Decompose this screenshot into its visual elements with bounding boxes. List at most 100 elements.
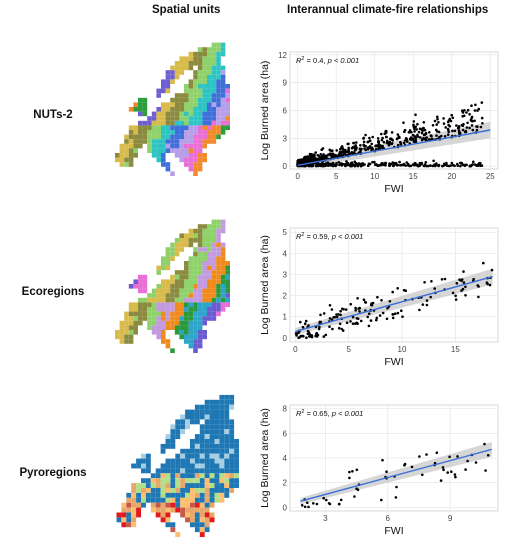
data-point (455, 282, 459, 285)
data-point (418, 136, 422, 139)
data-point (416, 123, 419, 126)
data-point (403, 464, 406, 467)
data-point (424, 138, 428, 142)
data-point (461, 109, 464, 112)
data-point (375, 316, 379, 320)
data-point (457, 129, 461, 132)
data-point (342, 152, 345, 156)
data-point (460, 162, 463, 165)
y-tick-label: 9 (283, 79, 288, 88)
x-axis-label: FWI (384, 525, 403, 537)
data-point (381, 311, 385, 315)
data-point (418, 308, 421, 312)
row-label-pyroregions: Pyroregions (19, 467, 87, 479)
data-point (336, 155, 339, 158)
data-point (390, 131, 394, 134)
data-point (453, 129, 457, 133)
data-point (358, 147, 362, 150)
y-tick-label: 0 (283, 334, 288, 343)
data-point (356, 317, 360, 321)
data-point (351, 146, 354, 149)
data-point (403, 130, 406, 133)
data-point (392, 163, 396, 167)
y-axis-label: Log Burned area (ha) (259, 235, 271, 335)
data-point (464, 130, 468, 134)
y-tick-label: 4 (283, 454, 288, 463)
data-point (461, 163, 465, 167)
data-point (345, 160, 348, 163)
data-point (395, 164, 399, 167)
data-point (328, 304, 332, 307)
x-tick-label: 25 (486, 172, 495, 181)
data-point (299, 320, 302, 324)
data-point (303, 160, 306, 163)
data-point (461, 115, 465, 118)
data-point (408, 129, 412, 132)
data-point (412, 120, 416, 123)
x-axis-label: FWI (384, 356, 403, 368)
data-point (316, 333, 320, 337)
data-point (313, 156, 316, 159)
data-point (448, 455, 451, 459)
data-point (395, 137, 399, 140)
fit-line (300, 448, 492, 502)
data-point (477, 285, 480, 288)
data-point (423, 133, 427, 136)
data-point (463, 164, 467, 168)
x-tick-label: 3 (323, 514, 328, 523)
data-point (410, 130, 413, 134)
data-point (476, 125, 479, 128)
data-point (385, 470, 388, 474)
data-point (396, 287, 400, 290)
data-point (339, 309, 342, 313)
data-point (421, 303, 425, 306)
data-point (374, 163, 377, 166)
data-point (360, 163, 364, 167)
data-point (474, 461, 478, 464)
data-point (351, 470, 354, 473)
data-point (443, 277, 447, 281)
y-tick-label: 2 (283, 479, 288, 488)
data-point (382, 163, 385, 167)
data-point (298, 335, 302, 339)
data-point (415, 128, 419, 131)
data-point (351, 322, 355, 326)
data-point (472, 160, 475, 164)
data-point (347, 146, 351, 150)
data-point (454, 294, 457, 298)
data-point (370, 302, 373, 305)
data-point (470, 163, 474, 167)
europe-map-ecoregions (115, 219, 230, 353)
data-point (463, 109, 466, 112)
data-point (435, 123, 439, 126)
data-point (396, 133, 400, 136)
data-point (394, 496, 398, 499)
data-point (470, 104, 473, 107)
data-point (466, 121, 469, 125)
row-label-nuts2: NUTs-2 (33, 109, 73, 121)
data-point (348, 470, 351, 474)
r2-annotation: R2 = 0.4, p < 0.001 (296, 56, 359, 65)
data-point (328, 152, 332, 155)
data-point (337, 313, 340, 316)
data-point (339, 313, 342, 317)
data-point (376, 137, 380, 140)
data-point (354, 163, 358, 167)
data-point (422, 121, 426, 124)
data-point (362, 140, 366, 144)
data-point (300, 504, 304, 507)
data-point (414, 113, 417, 116)
data-point (425, 164, 429, 168)
data-point (335, 149, 339, 152)
data-point (306, 332, 310, 336)
data-point (319, 313, 322, 317)
data-point (402, 141, 406, 145)
data-point (377, 140, 381, 144)
data-point (388, 164, 391, 167)
data-point (401, 315, 404, 319)
data-point (475, 164, 479, 167)
data-point (447, 130, 451, 134)
data-point (460, 289, 463, 292)
data-point (465, 111, 468, 114)
